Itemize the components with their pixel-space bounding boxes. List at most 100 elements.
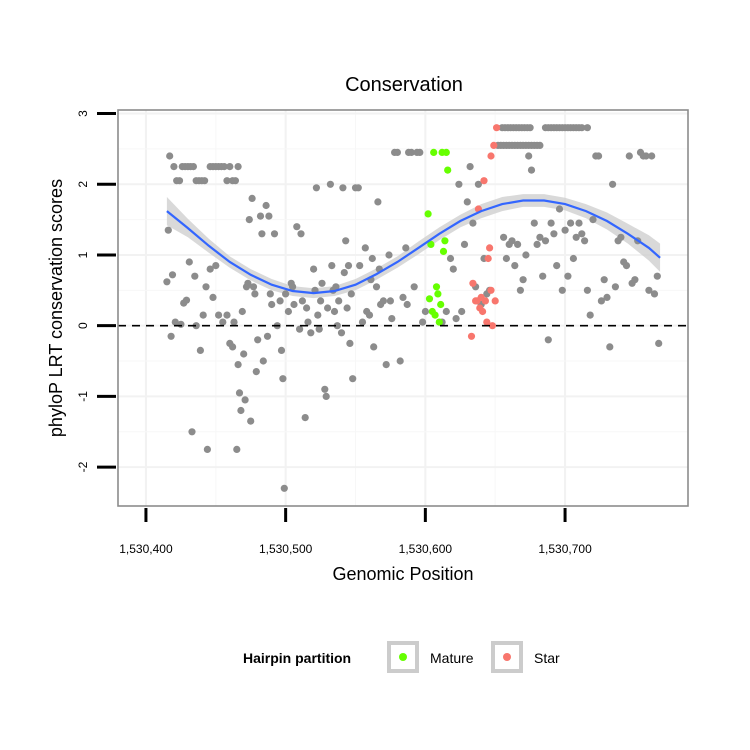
data-point xyxy=(201,177,209,185)
data-point xyxy=(254,336,262,344)
data-point xyxy=(332,283,340,291)
data-point xyxy=(541,237,550,245)
data-point xyxy=(284,307,292,316)
x-tick-label: 1,530,500 xyxy=(259,542,313,556)
data-point xyxy=(578,230,586,238)
data-point xyxy=(317,297,325,305)
data-point xyxy=(282,290,290,298)
data-point xyxy=(466,163,474,171)
data-point xyxy=(354,184,362,192)
legend-key-mature xyxy=(387,641,419,673)
data-point xyxy=(500,233,508,241)
data-point xyxy=(324,304,332,312)
data-point-star xyxy=(483,318,491,326)
data-point xyxy=(536,141,544,149)
data-point-mature xyxy=(430,148,438,156)
data-point xyxy=(597,297,606,305)
data-point-star xyxy=(467,332,476,340)
plot-panel xyxy=(118,110,688,506)
data-point xyxy=(655,339,663,347)
data-point xyxy=(318,279,326,287)
data-point xyxy=(446,254,455,263)
data-point xyxy=(182,296,191,304)
data-point xyxy=(442,307,450,316)
data-point xyxy=(170,163,178,171)
legend-dot-star xyxy=(503,653,511,661)
data-point xyxy=(561,226,569,234)
data-point xyxy=(259,357,267,365)
data-point xyxy=(265,212,273,220)
data-point xyxy=(202,283,210,291)
data-point xyxy=(370,343,378,351)
data-point xyxy=(356,262,364,270)
data-point xyxy=(245,216,253,224)
data-point xyxy=(226,163,234,171)
data-point xyxy=(209,293,217,301)
data-point xyxy=(648,152,656,160)
data-point xyxy=(188,428,196,436)
data-point xyxy=(530,219,538,227)
data-point xyxy=(339,184,347,192)
data-point xyxy=(252,368,260,376)
data-point xyxy=(536,233,544,241)
data-point xyxy=(196,346,204,354)
data-point xyxy=(419,318,427,326)
data-point xyxy=(192,322,200,330)
data-point xyxy=(237,406,245,415)
data-point-mature xyxy=(442,148,450,156)
y-tick-label: 3 xyxy=(76,110,90,117)
data-point xyxy=(611,283,620,291)
chart-title: Conservation xyxy=(345,74,463,96)
data-point xyxy=(469,219,477,227)
data-point xyxy=(296,325,304,333)
x-axis-title: Genomic Position xyxy=(332,564,473,584)
data-point xyxy=(572,233,580,241)
legend-title: Hairpin partition xyxy=(243,650,351,666)
confidence-ribbon xyxy=(166,194,661,299)
data-point xyxy=(315,325,323,333)
data-point-star xyxy=(487,152,495,160)
data-point xyxy=(248,194,256,202)
data-point xyxy=(474,180,482,188)
plot-panel-border xyxy=(117,109,689,507)
data-point xyxy=(526,124,534,132)
data-point xyxy=(361,244,369,252)
data-point xyxy=(578,124,586,132)
data-point xyxy=(533,240,541,248)
data-point xyxy=(219,318,227,326)
y-axis: -2 -1 0 1 2 3 xyxy=(76,110,116,472)
data-point xyxy=(233,445,241,453)
data-point xyxy=(553,262,561,270)
data-point xyxy=(270,230,279,238)
data-point xyxy=(223,311,231,319)
data-point xyxy=(396,357,404,365)
data-point xyxy=(277,346,286,354)
data-point xyxy=(310,265,318,273)
data-point xyxy=(455,180,463,188)
data-point xyxy=(164,226,172,234)
data-point xyxy=(240,350,248,358)
data-point xyxy=(347,290,355,298)
data-point xyxy=(575,219,583,227)
x-tick-label: 1,530,400 xyxy=(119,542,173,556)
data-point xyxy=(322,392,330,400)
data-point xyxy=(223,177,231,185)
data-point xyxy=(583,124,592,132)
data-point xyxy=(527,166,536,174)
data-point xyxy=(175,177,184,185)
data-point xyxy=(650,290,659,298)
data-point xyxy=(586,311,594,319)
legend-entry-star: Star xyxy=(491,641,560,673)
data-point-mature xyxy=(432,283,441,291)
data-point xyxy=(653,272,661,280)
data-point xyxy=(340,269,348,277)
data-point xyxy=(262,201,270,210)
y-tick-label: 0 xyxy=(76,322,90,329)
data-point xyxy=(595,152,603,160)
data-point xyxy=(231,177,239,185)
data-point xyxy=(343,304,351,312)
data-point xyxy=(220,163,228,171)
data-point xyxy=(303,304,311,312)
data-point xyxy=(230,318,238,326)
data-point xyxy=(421,307,429,316)
